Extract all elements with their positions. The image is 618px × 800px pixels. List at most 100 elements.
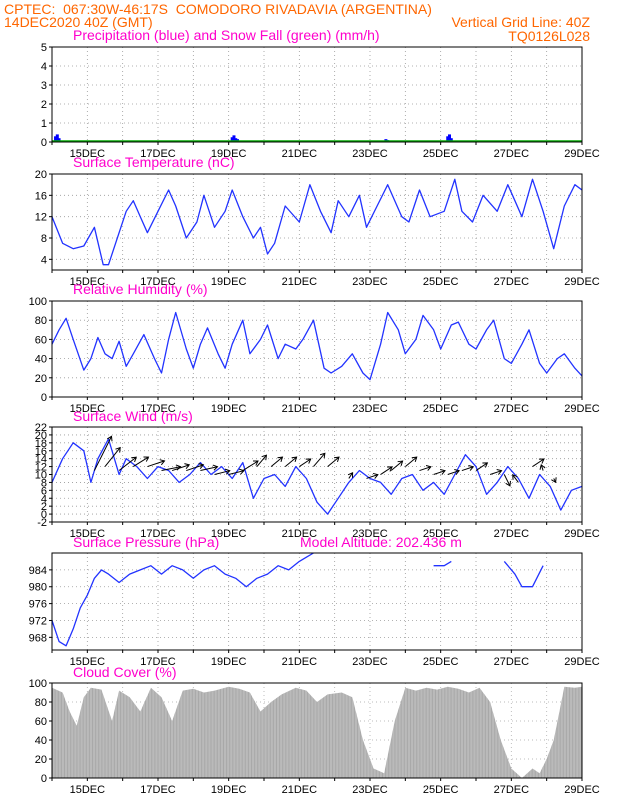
cloud-xtick-label: 23DEC: [352, 784, 388, 796]
pressure-ytick-label: 980: [29, 582, 47, 594]
pressure-xtick-label: 17DEC: [140, 656, 176, 668]
temp-xtick-label: 15DEC: [70, 276, 106, 288]
wind-arrow-head: [261, 454, 268, 461]
wind-arrow: [93, 436, 112, 471]
temp-xtick-label: 23DEC: [352, 276, 388, 288]
wind-xtick-label: 19DEC: [211, 528, 247, 540]
rh-panel: 0 20 40 60 80 100 15DEC 17DEC 19DEC 21DEC 23DEC 25D…: [29, 281, 600, 415]
wind-arrow: [133, 456, 149, 468]
pressure-xtick-label: 19DEC: [211, 656, 247, 668]
wind-xtick-label: 21DEC: [282, 528, 318, 540]
wind-ytick-label: 4: [41, 493, 47, 505]
wind-arrow: [228, 470, 244, 475]
wind-arrow-head: [505, 480, 511, 487]
precip-ytick-label: 1: [41, 118, 47, 130]
wind-arrow: [242, 460, 259, 471]
precip-xtick-label: 25DEC: [423, 148, 459, 160]
wind-arrow: [200, 466, 218, 472]
wind-arrow: [313, 452, 326, 467]
wind-line: [51, 438, 583, 515]
wind-arrow-head: [184, 463, 191, 470]
pressure-xtick-label: 27DEC: [494, 656, 530, 668]
precip-xtick-label: 27DEC: [494, 148, 530, 160]
precip-xtick-label: 23DEC: [352, 148, 388, 160]
temp-title: Surface Temperature (nC): [73, 154, 235, 170]
precip-bar: [57, 138, 61, 142]
cloud-xtick-label: 25DEC: [423, 784, 459, 796]
precip-ytick-label: 3: [41, 80, 47, 92]
precip-bar: [54, 136, 58, 142]
wind-arrow: [405, 456, 418, 467]
pressure-xtick-label: 21DEC: [282, 656, 318, 668]
precip-ytick-label: 5: [41, 42, 47, 54]
wind-title: Surface Wind (m/s): [73, 408, 193, 424]
wind-arrow-head: [212, 464, 219, 471]
wind-arrow-head: [159, 459, 166, 466]
wind-arrow-head: [468, 465, 475, 471]
pressure-ytick-label: 968: [29, 632, 47, 644]
wind-arrow-head: [386, 466, 393, 472]
rh-xtick-label: 25DEC: [423, 403, 459, 415]
wind-arrow: [489, 470, 502, 475]
wind-ytick-label: 2: [41, 501, 47, 513]
wind-ytick-label: 16: [35, 446, 47, 458]
precip-bar: [55, 134, 59, 142]
temp-xtick-label: 19DEC: [211, 276, 247, 288]
wind-arrow: [256, 454, 267, 467]
wind-arrow: [284, 456, 297, 467]
rh-xtick-label: 17DEC: [140, 403, 176, 415]
wind-arrow: [390, 460, 403, 471]
wind-xtick-label: 27DEC: [494, 528, 530, 540]
rh-title: Relative Humidity (%): [73, 281, 208, 297]
pressure-xtick-label: 29DEC: [564, 656, 600, 668]
temp-ytick-label: 8: [41, 233, 47, 245]
grid-line-note: Vertical Grid Line: 40Z: [451, 14, 590, 30]
wind-arrow-head: [539, 463, 546, 470]
rh-ytick-label: 100: [29, 296, 47, 308]
wind-arrow-head: [551, 477, 557, 484]
cloud-xtick-label: 29DEC: [564, 784, 600, 796]
wind-arrow: [447, 470, 460, 475]
wind-arrow: [161, 466, 181, 472]
cloud-ytick-label: 60: [35, 716, 47, 728]
temp-ytick-label: 4: [41, 254, 47, 266]
precip-xtick-label: 15DEC: [70, 148, 106, 160]
precip-xtick-label: 29DEC: [564, 148, 600, 160]
wind-arrow-head: [440, 469, 446, 475]
wind-xtick-label: 15DEC: [70, 528, 106, 540]
temp-xtick-label: 21DEC: [282, 276, 318, 288]
precip-bar: [234, 138, 238, 142]
wind-arrow-head: [397, 460, 404, 466]
rh-ytick-label: 80: [35, 315, 47, 327]
wind-ytick-label: 8: [41, 477, 47, 489]
temp-xtick-label: 25DEC: [423, 276, 459, 288]
pressure-annotation: Model Altitude: 202.436 m: [300, 534, 462, 550]
pressure-xtick-label: 15DEC: [70, 656, 106, 668]
temp-frame: [51, 173, 583, 271]
wind-arrow: [348, 472, 354, 479]
wind-ytick-label: 10: [35, 470, 47, 482]
wind-arrow: [104, 447, 121, 467]
rh-ytick-label: 20: [35, 373, 47, 385]
rh-xtick-label: 27DEC: [494, 403, 530, 415]
wind-arrow: [366, 474, 379, 479]
wind-arrow-head: [333, 456, 340, 462]
wind-arrow-head: [291, 456, 298, 462]
wind-arrow-head: [277, 456, 284, 462]
wind-arrow: [540, 464, 544, 471]
wind-arrow: [147, 460, 165, 468]
wind-arrow: [186, 464, 204, 472]
cloud-xtick-label: 21DEC: [282, 784, 318, 796]
rh-xtick-label: 23DEC: [352, 403, 388, 415]
temp-xtick-label: 17DEC: [140, 276, 176, 288]
cloud-ytick-label: 100: [29, 678, 47, 690]
wind-arrow-head: [411, 456, 418, 462]
wind-arrow: [214, 470, 230, 475]
wind-arrow-head: [115, 446, 121, 453]
wind-arrow: [380, 466, 393, 475]
cloud-xtick-label: 17DEC: [140, 784, 176, 796]
wind-xtick-label: 29DEC: [564, 528, 600, 540]
wind-arrow: [118, 456, 137, 471]
